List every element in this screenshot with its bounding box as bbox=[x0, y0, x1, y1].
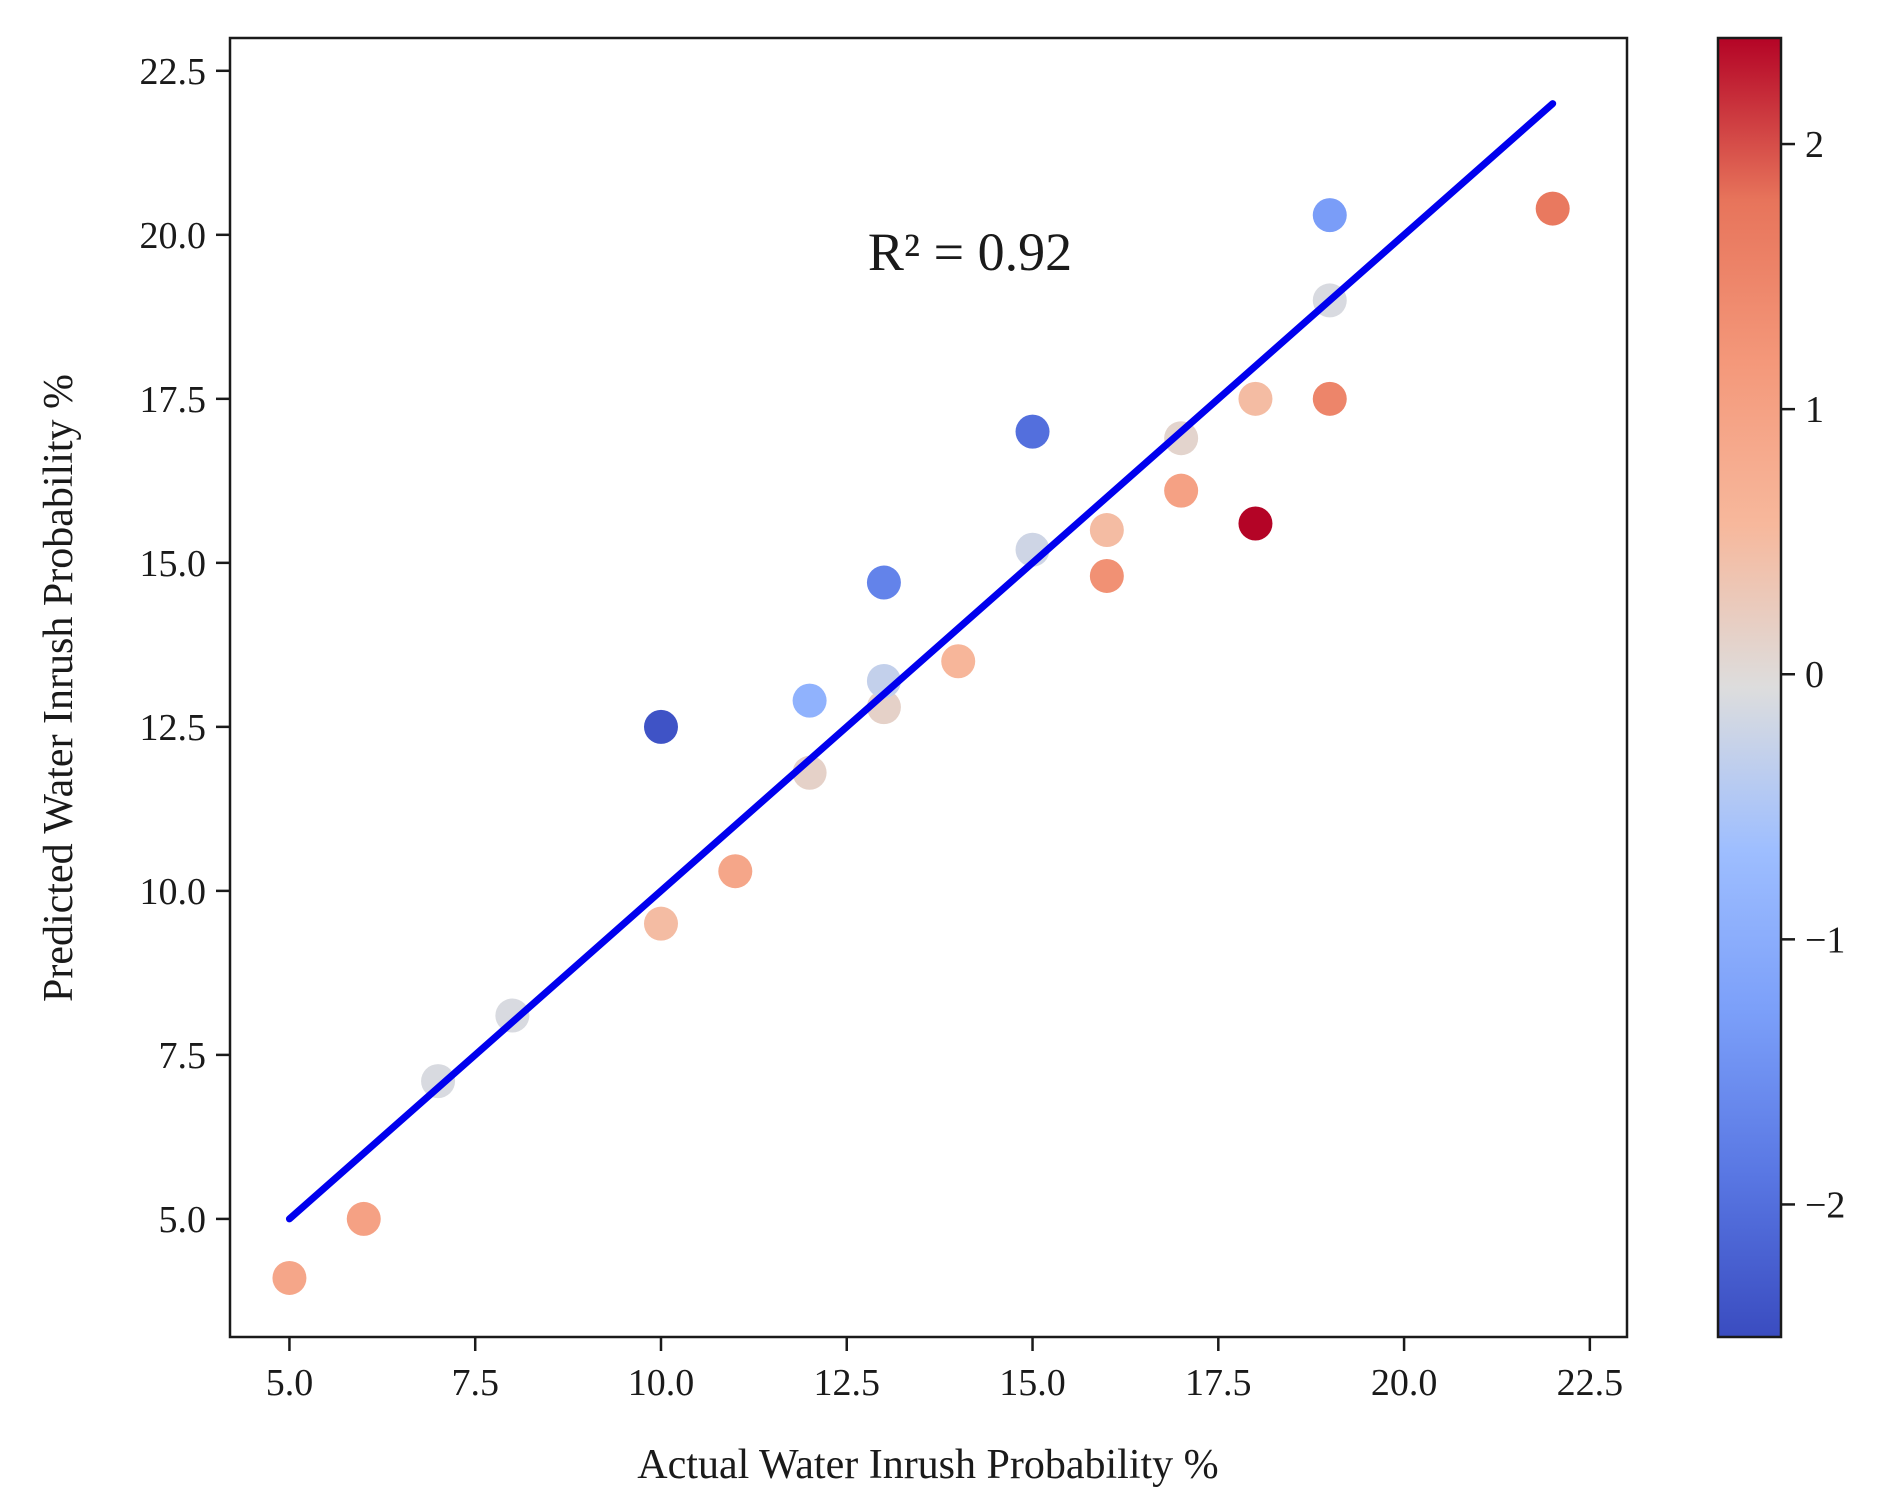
y-tick-label: 15.0 bbox=[140, 543, 207, 585]
y-tick-label: 7.5 bbox=[159, 1035, 207, 1077]
y-tick-label: 20.0 bbox=[140, 215, 207, 257]
data-point bbox=[643, 709, 678, 744]
colorbar-ticks: −2 −1 0 1 2 bbox=[1781, 124, 1845, 1226]
data-point bbox=[1312, 198, 1347, 233]
colorbar-tick-label: −2 bbox=[1805, 1184, 1845, 1226]
data-point bbox=[1015, 414, 1050, 449]
data-point bbox=[1312, 381, 1347, 416]
x-tick-label: 20.0 bbox=[1371, 1362, 1438, 1404]
data-point bbox=[1089, 513, 1124, 548]
x-tick-label: 22.5 bbox=[1557, 1362, 1624, 1404]
data-point bbox=[643, 906, 678, 941]
x-tick-label: 15.0 bbox=[999, 1362, 1066, 1404]
y-axis: 5.0 7.5 10.0 12.5 15.0 17.5 20.0 22.5 bbox=[140, 51, 230, 1241]
y-tick-label: 12.5 bbox=[140, 707, 207, 749]
data-point bbox=[941, 644, 976, 679]
fit-line bbox=[285, 100, 1557, 1223]
colorbar-tick-label: 2 bbox=[1805, 124, 1824, 166]
x-tick-label: 17.5 bbox=[1185, 1362, 1252, 1404]
colorbar-tick-label: −1 bbox=[1805, 919, 1845, 961]
colorbar-gradient bbox=[1716, 36, 1783, 1339]
y-tick-label: 5.0 bbox=[159, 1199, 207, 1241]
data-point bbox=[421, 1064, 456, 1099]
x-axis-label: Actual Water Inrush Probability % bbox=[637, 1442, 1218, 1488]
data-point bbox=[495, 998, 530, 1033]
colorbar-tick-label: 0 bbox=[1805, 654, 1824, 696]
data-point bbox=[272, 1260, 307, 1295]
data-point bbox=[1535, 191, 1570, 226]
data-point bbox=[718, 854, 753, 889]
data-point bbox=[1164, 421, 1199, 456]
data-point bbox=[1238, 506, 1273, 541]
x-tick-label: 12.5 bbox=[814, 1362, 881, 1404]
y-tick-label: 22.5 bbox=[140, 51, 207, 93]
data-point bbox=[1089, 558, 1124, 593]
plot-frame bbox=[228, 36, 1629, 1339]
x-axis: 5.0 7.5 10.0 12.5 15.0 17.5 20.0 22.5 bbox=[266, 1337, 1623, 1404]
data-point bbox=[1164, 473, 1199, 508]
x-tick-label: 7.5 bbox=[451, 1362, 499, 1404]
plot-area bbox=[272, 100, 1570, 1295]
x-tick-label: 10.0 bbox=[628, 1362, 695, 1404]
colorbar-tick-label: 1 bbox=[1805, 389, 1824, 431]
x-tick-label: 5.0 bbox=[266, 1362, 314, 1404]
annotation-r-squared: R² = 0.92 bbox=[868, 222, 1072, 282]
y-axis-label: Predicted Water Inrush Probability % bbox=[36, 374, 82, 1002]
y-tick-label: 10.0 bbox=[140, 871, 207, 913]
data-point bbox=[346, 1201, 381, 1236]
y-tick-label: 17.5 bbox=[140, 379, 207, 421]
data-point bbox=[866, 565, 901, 600]
data-point bbox=[792, 683, 827, 718]
data-point bbox=[1238, 381, 1273, 416]
colorbar: −2 −1 0 1 2 bbox=[1716, 36, 1845, 1339]
